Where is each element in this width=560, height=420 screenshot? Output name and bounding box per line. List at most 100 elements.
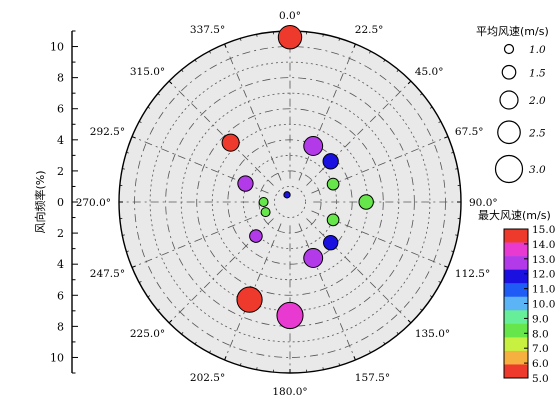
angular-minor-tick [408,80,412,84]
angular-minor-tick [354,357,356,361]
color-legend-band [504,364,528,379]
data-bubble [322,234,339,251]
angular-minor-tick [369,350,371,353]
color-legend-label: 15.0 [532,224,555,236]
size-legend-marker [501,64,517,80]
angle-label: 225.0° [130,328,165,340]
grid-ring [196,108,384,296]
angular-minor-tick [224,357,226,361]
angle-label: 22.5° [355,24,384,36]
angular-gridline [306,218,412,324]
color-legend-label: 7.0 [532,343,549,355]
angular-minor-tick [139,121,142,123]
color-legend-band [504,296,528,311]
angular-minor-tick [383,341,386,345]
data-bubble [258,197,269,207]
size-legend-marker [497,120,521,145]
data-bubble [260,207,271,218]
color-legend-label: 5.0 [532,373,549,385]
radial-tick-label: 2 [57,165,64,178]
angular-minor-tick [451,250,454,252]
data-bubble [283,191,291,199]
data-bubble [326,177,340,191]
angular-minor-tick [420,93,423,96]
data-bubble [358,194,374,210]
data-bubble [236,286,263,313]
data-bubble [221,133,240,152]
angle-labels: 0.0° 22.5° 45.0° 67.5° 90.0° 112.5° 135.0° 157.… [76,10,498,398]
radial-tick-label: 4 [57,258,64,271]
angular-minor-tick [157,93,160,96]
color-legend-band [504,337,528,352]
angular-minor-tick [126,250,129,252]
angular-minor-tick [445,266,449,268]
color-legend-band [504,283,528,298]
angular-minor-tick [240,38,242,41]
angular-minor-tick [147,106,151,109]
angular-minor-tick [194,341,197,345]
angular-minor-tick [338,38,340,41]
angular-minor-tick [157,308,160,311]
color-legend-band [504,256,528,270]
data-bubble [276,301,304,330]
size-legend-label: 1.5 [529,67,546,79]
angular-minor-tick [168,320,172,324]
grid-ring [149,61,431,343]
angle-label: 0.0° [279,10,301,22]
angle-label: 45.0° [415,66,444,78]
radial-tick-label: 8 [57,72,64,85]
angular-minor-tick [168,80,172,84]
angle-label: 315.0° [130,66,165,78]
data-bubble [303,248,324,268]
size-legend-marker [503,43,515,55]
angular-minor-tick [429,295,433,298]
radial-tick-label: 10 [50,41,64,54]
radial-tick-label: 10 [50,351,64,364]
angular-gridline [168,80,274,186]
color-legend-title: 最大风速(m/s) [478,208,551,222]
color-legend-label: 13.0 [532,254,555,266]
angular-minor-tick [354,43,356,47]
size-legend-label: 1.0 [529,44,546,56]
angular-minor-tick [147,295,151,298]
angle-label: 270.0° [76,197,111,209]
color-legend-label: 6.0 [532,358,549,370]
angular-minor-tick [438,281,441,283]
angular-minor-tick [396,69,399,72]
angular-minor-tick [131,266,135,268]
angular-minor-tick [126,152,129,154]
data-bubble [303,136,324,156]
angle-label: 90.0° [469,197,498,209]
data-bubble [326,213,340,227]
angular-minor-tick [445,136,449,138]
size-legend-label: 2.5 [528,127,546,139]
angle-label: 67.5° [455,126,484,138]
data-bubble [322,153,339,170]
size-legend: 1.0 1.5 2.0 2.5 3.0 [494,43,546,184]
radial-axis: 10 8 6 4 2 0 2 4 6 8 10 [50,30,78,374]
color-legend-label: 14.0 [532,239,555,251]
angle-label: 112.5° [455,268,490,280]
radial-tick-label: 0 [57,196,64,209]
angular-minor-tick [181,69,184,72]
data-bubble [249,229,263,243]
radial-tick-label: 2 [57,227,64,240]
angular-minor-tick [429,106,433,109]
size-legend-label: 2.0 [528,95,546,107]
angular-minor-tick [420,308,423,311]
angular-minor-tick [139,281,142,283]
angular-minor-tick [338,363,340,366]
angle-label: 292.5° [90,126,125,138]
angular-gridline [224,43,282,181]
angular-gridline [306,80,412,186]
angular-minor-tick [209,350,211,353]
color-legend-band [504,323,528,338]
angular-minor-tick [369,51,371,54]
radial-tick-label: 6 [57,103,64,116]
color-legend-band [504,310,528,325]
grid-ring [274,186,306,218]
color-legend-label: 9.0 [532,313,549,325]
color-legend-band [504,350,528,365]
angle-label: 180.0° [272,386,307,398]
